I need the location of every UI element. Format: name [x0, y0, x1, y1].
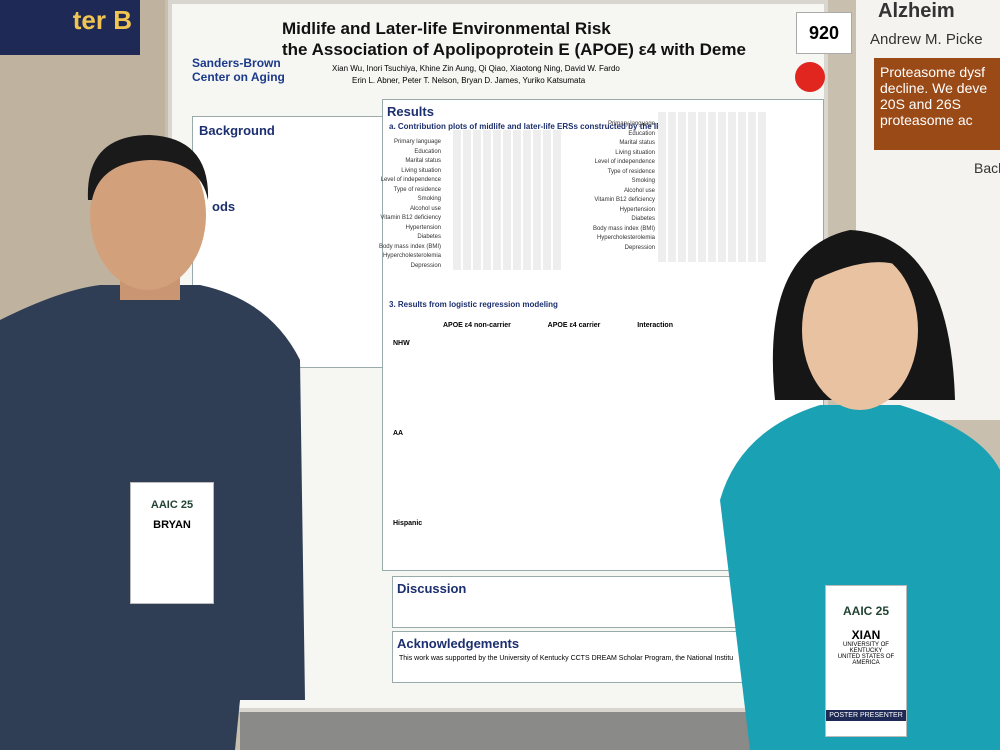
factor-label: Living situation — [401, 167, 441, 174]
table-header: APOE ε4 non-carrier APOE ε4 carrier Intera… — [443, 322, 673, 329]
title-line: Midlife and Later-life Environmental Ris… — [282, 19, 611, 38]
factor-label: Hypertension — [619, 206, 655, 213]
badge-role: POSTER PRESENTER — [826, 710, 906, 721]
factor-label: Depression — [624, 244, 655, 251]
factor-label: Living situation — [615, 149, 655, 156]
ack-text: This work was supported by the Universit… — [399, 655, 734, 662]
factor-label: Depression — [410, 262, 441, 269]
section-heading: Results — [387, 104, 434, 119]
factor-label: Marital status — [405, 158, 441, 164]
man-hair — [87, 135, 209, 200]
table-header-cell: APOE ε4 carrier — [547, 322, 601, 329]
factor-label: Hypercholesterolemia — [382, 253, 441, 259]
table-header-cell: Interaction — [637, 322, 673, 329]
section-heading: ods — [212, 199, 236, 214]
table-groups: NHW AA Hispanic — [393, 340, 422, 610]
rp-line: Proteasome dysf — [880, 64, 986, 80]
authors: Xian Wu, Inori Tsuchiya, Khine Zin Aung,… — [332, 64, 620, 73]
badge-name: XIAN — [851, 628, 881, 642]
factor-label: Vitamin B12 deficiency — [594, 197, 655, 203]
factor-label: Body mass index (BMI) — [592, 225, 655, 232]
rp-box: Proteasome dysf decline. We deve 20S and 2… — [874, 58, 1000, 150]
factor-label: Primary language — [607, 121, 655, 127]
rp-line: proteasome ac — [880, 112, 973, 128]
badge-country: UNITED STATES OF AMERICA — [837, 654, 895, 666]
factor-label: Level of independence — [380, 177, 441, 183]
dot-plot — [453, 130, 563, 270]
badge-name: BRYAN — [153, 519, 191, 531]
woman-fringe — [805, 240, 918, 285]
factor-label: Alcohol use — [623, 187, 655, 194]
factor-label: Smoking — [631, 178, 655, 184]
factor-label: Type of residence — [393, 186, 441, 193]
factor-list: Primary language Education Marital status L… — [361, 138, 441, 271]
factor-label: Alcohol use — [409, 205, 441, 212]
section-heading: Acknowledgements — [397, 636, 520, 651]
factor-label: Diabetes — [417, 234, 441, 240]
red-dot — [795, 62, 825, 92]
badge-event: AAIC 25 — [842, 604, 889, 618]
factor-label: Education — [414, 148, 441, 155]
table-group: AA — [393, 430, 404, 437]
section-heading: Background — [199, 123, 275, 138]
factor-label: Hypertension — [405, 224, 441, 231]
factor-label: Primary language — [393, 139, 441, 145]
badge: AAIC 25 XIAN UNIVERSITY OF KENTUCKY UNIT… — [825, 585, 907, 737]
factor-label: Type of residence — [607, 168, 655, 175]
section-heading: Discussion — [397, 581, 467, 596]
badge-org: UNIVERSITY OF KENTUCKY — [843, 642, 889, 654]
factor-label: Smoking — [417, 196, 441, 202]
rp-line: decline. We deve — [880, 80, 988, 96]
factor-list: Primary language Education Marital status L… — [575, 120, 655, 253]
badge: AAIC 25 BRYAN — [130, 482, 214, 604]
logo: Sanders-Brown Center on Aging — [192, 56, 285, 84]
rp-title: Alzheim — [878, 0, 955, 22]
factor-label: Vitamin B12 deficiency — [380, 215, 441, 221]
factor-label: Education — [628, 130, 655, 137]
results-box: Results a. Contribution plots of midlife… — [379, 99, 824, 571]
rp-author: Andrew M. Picke — [870, 31, 983, 48]
subheading: 3. Results from logistic regression mode… — [389, 300, 558, 309]
dot-plot — [658, 112, 768, 262]
title-line: the Association of Apolipoprotein E (APO… — [282, 40, 746, 59]
factor-label: Diabetes — [631, 216, 655, 222]
badge-event: AAIC 25 — [150, 499, 194, 511]
woman-face — [802, 250, 918, 410]
woman-jacket — [720, 405, 1000, 750]
poster-title: Midlife and Later-life Environmental Ris… — [282, 18, 822, 60]
factor-label: Body mass index (BMI) — [378, 243, 441, 250]
man-face — [90, 140, 206, 290]
banner: ter B — [0, 0, 140, 55]
factor-label: Level of independence — [594, 159, 655, 165]
table-group: NHW — [393, 340, 410, 347]
subheading: a. Contribution plots of midlife and lat… — [389, 122, 719, 131]
poster-number: 920 — [796, 12, 852, 54]
table-group: Hispanic — [393, 520, 423, 527]
rp-back: Back — [974, 160, 1000, 176]
table-header-cell: APOE ε4 non-carrier — [443, 322, 511, 329]
factor-label: Marital status — [619, 140, 655, 146]
authors: Erin L. Abner, Peter T. Nelson, Bryan D.… — [352, 76, 586, 85]
rp-line: 20S and 26S — [880, 96, 961, 112]
factor-label: Hypercholesterolemia — [596, 235, 655, 241]
